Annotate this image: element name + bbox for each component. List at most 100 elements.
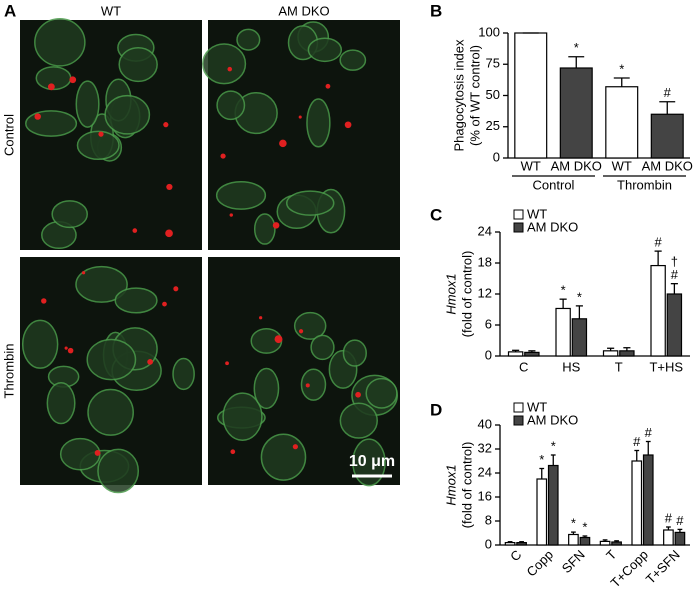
significance-mark: # [676,513,684,528]
bar [514,32,548,159]
x-tick-label: T+HS [649,359,683,374]
particle [47,83,55,91]
cell [365,377,398,409]
y-tick-label: 18 [478,254,492,269]
cell [76,130,120,161]
particle [41,298,47,304]
particle [67,347,74,354]
significance-mark: † [671,254,678,269]
particle [64,346,68,350]
significance-mark: * [551,438,556,453]
panel-label: C [430,205,442,224]
y-tick-label: 6 [485,316,492,331]
legend-swatch [513,209,524,220]
particle [298,329,304,334]
cell [222,392,263,441]
scale-bar-label: 10 μm [349,453,395,470]
bar [524,351,540,357]
cell [339,402,378,439]
significance-mark: # [671,267,679,282]
legend-label: AM DKO [527,219,578,234]
y-tick-label: 50 [486,87,500,102]
particle [272,222,280,229]
significance-mark: # [664,85,672,100]
bar [631,460,643,546]
y-tick-label: 24 [478,464,492,479]
significance-mark: * [582,519,587,534]
x-tick-label: C [519,359,528,374]
cell [260,433,307,481]
x-tick-label: C [507,547,524,564]
bar [579,536,591,546]
cell [118,46,158,83]
group-label: Control [533,177,575,192]
cell [59,437,101,471]
particle [355,391,361,398]
x-tick-label: T [615,359,623,374]
bar [571,318,588,357]
bar [674,531,686,546]
bar [650,113,684,159]
significance-mark: * [619,61,624,76]
x-tick-label: AM DKO [642,158,693,173]
y-tick-label: 0 [493,149,500,164]
particle [163,122,169,128]
legend-label: WT [527,206,547,221]
cell [75,265,128,303]
particle [230,449,236,455]
cell [202,43,247,85]
y-axis-title: Phagocytosis index [451,39,466,152]
particle [147,359,154,365]
cell [86,338,137,381]
cell [253,367,280,410]
bar [611,541,622,546]
particle [274,335,283,344]
particle [225,361,229,366]
y-axis-title: (fold of control) [459,442,474,529]
bar [559,67,593,159]
bar [650,264,666,357]
cell [300,368,327,401]
x-tick-label: T+SFN [643,547,683,587]
cell [339,49,367,71]
significance-mark: # [645,425,653,440]
cell [352,438,386,487]
bar [507,351,524,357]
cell [51,200,88,229]
cell [25,110,78,137]
bar [663,529,674,546]
bar [666,293,683,357]
y-axis-title: Hmox1 [443,464,458,505]
particle [132,228,138,233]
bar [504,541,516,546]
cell [306,98,331,148]
bar [642,454,654,546]
y-tick-label: 24 [478,223,492,238]
legend-swatch [513,402,524,413]
particle [34,113,41,120]
x-tick-label: SFN [559,547,588,576]
significance-mark: * [577,289,582,304]
particle [173,286,179,292]
particle [98,131,104,137]
particle [344,121,352,129]
group-label: Thrombin [617,177,672,192]
cell [285,190,335,216]
cell [75,80,100,128]
particle [298,115,302,119]
bar [602,350,619,357]
y-tick-label: 0 [485,347,492,362]
legend-swatch [513,415,524,426]
row-label: Control [1,114,16,156]
x-tick-label: WT [521,158,541,173]
y-axis-title: (fold of control) [459,251,474,338]
cell [34,17,86,67]
particle [229,213,233,217]
x-tick-label: AM DKO [551,158,602,173]
bar [568,533,579,546]
column-label: AM DKO [278,3,329,18]
cell [114,287,158,314]
particle [220,153,226,159]
cell [21,319,59,369]
particle [292,444,298,450]
